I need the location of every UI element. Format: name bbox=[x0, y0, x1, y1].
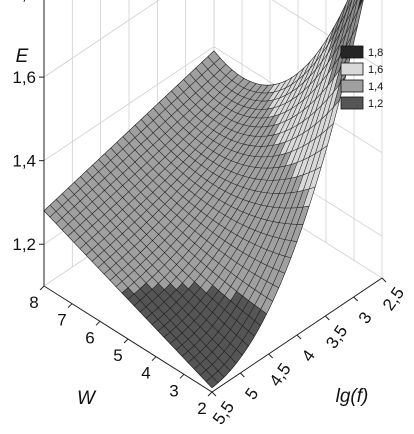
lgf-tick bbox=[211, 391, 217, 397]
mesh-line bbox=[86, 170, 255, 337]
legend-swatch bbox=[340, 62, 364, 76]
mesh-line bbox=[55, 199, 225, 378]
lgf-tick bbox=[296, 334, 302, 340]
surface-mesh bbox=[43, 0, 364, 389]
z-tick-label: 1,8 bbox=[12, 0, 36, 4]
legend-label: 1,4 bbox=[368, 81, 383, 93]
mesh-line bbox=[151, 46, 323, 325]
w-tick bbox=[95, 320, 101, 326]
mesh-line bbox=[116, 142, 285, 274]
mesh-line bbox=[49, 204, 219, 384]
mesh-line bbox=[128, 130, 298, 242]
z-tick-label: 1,2 bbox=[12, 235, 36, 254]
lgf-tick-label: 3,5 bbox=[322, 322, 351, 352]
w-tick bbox=[179, 373, 185, 379]
lgf-tick-label: 4 bbox=[298, 347, 319, 366]
mesh-line bbox=[169, 15, 341, 344]
lgf-axis-title: lg(f) bbox=[336, 386, 369, 407]
mesh-line bbox=[163, 27, 335, 338]
mesh-line bbox=[92, 164, 261, 326]
lgf-tick-label: 5 bbox=[241, 385, 262, 404]
mesh-line bbox=[211, 0, 364, 389]
z-tick-label: 1,4 bbox=[12, 152, 36, 171]
legend-swatch bbox=[340, 96, 364, 110]
lgf-tick-label: 2,5 bbox=[379, 284, 408, 314]
mesh-line bbox=[145, 54, 317, 319]
mesh-line bbox=[193, 0, 355, 370]
legend-label: 1,2 bbox=[368, 98, 383, 110]
mesh-line bbox=[68, 187, 237, 364]
mesh-line bbox=[74, 182, 243, 356]
legend-label: 1,6 bbox=[368, 64, 383, 76]
mesh-line bbox=[181, 0, 350, 357]
lgf-tick bbox=[324, 315, 330, 321]
mesh-line bbox=[110, 147, 279, 288]
mesh-line bbox=[104, 153, 273, 302]
w-tick bbox=[207, 391, 213, 397]
w-tick-label: 8 bbox=[29, 293, 38, 312]
w-tick-label: 4 bbox=[141, 364, 150, 383]
w-tick bbox=[123, 338, 129, 344]
mesh-line bbox=[98, 159, 267, 315]
z-tick-label: 1,6 bbox=[12, 68, 36, 87]
axes bbox=[39, 0, 387, 397]
legend-label: 1,8 bbox=[368, 47, 383, 59]
w-tick-label: 2 bbox=[197, 399, 206, 418]
z-axis-title: E bbox=[16, 46, 29, 67]
legend: 1,8 1,6 1,4 1,2 bbox=[340, 45, 383, 110]
lgf-tick bbox=[353, 296, 359, 302]
mesh-line bbox=[157, 37, 329, 332]
w-tick bbox=[151, 356, 157, 362]
mesh-line bbox=[80, 176, 249, 347]
lgf-tick bbox=[381, 277, 387, 283]
lgf-tick-label: 5,5 bbox=[209, 398, 238, 428]
lgf-tick-label: 4,5 bbox=[266, 360, 295, 390]
lgf-tick bbox=[239, 372, 245, 378]
w-tick-label: 6 bbox=[85, 328, 94, 347]
mesh-line bbox=[139, 61, 311, 313]
w-tick-label: 7 bbox=[57, 311, 66, 330]
w-tick-label: 3 bbox=[169, 381, 178, 400]
mesh-line bbox=[187, 0, 353, 363]
lgf-tick-label: 3 bbox=[355, 309, 376, 328]
w-tick bbox=[67, 303, 73, 309]
mesh-line bbox=[43, 210, 213, 389]
w-tick-label: 5 bbox=[113, 346, 122, 365]
mesh-line bbox=[199, 0, 358, 376]
mesh-line bbox=[62, 193, 231, 371]
w-axis-title: W bbox=[77, 388, 97, 409]
mesh-line bbox=[175, 3, 347, 351]
legend-swatch bbox=[340, 45, 364, 59]
lgf-tick bbox=[268, 353, 274, 359]
w-tick bbox=[39, 285, 45, 291]
mesh-line bbox=[122, 136, 292, 259]
mesh-line bbox=[133, 67, 305, 306]
legend-swatch bbox=[340, 79, 364, 93]
